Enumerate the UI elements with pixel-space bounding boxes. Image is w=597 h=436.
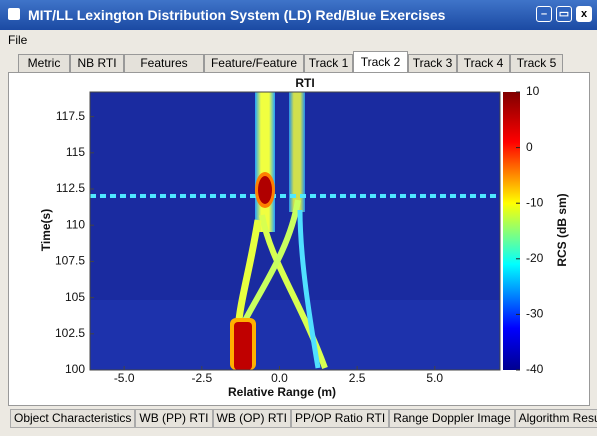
- x-tick-label: 5.0: [426, 371, 443, 385]
- x-tick-label: -2.5: [191, 371, 212, 385]
- colorbar-tick-label: 10: [526, 84, 540, 98]
- x-tick-label: 0.0: [271, 371, 288, 385]
- x-tick-label: 2.5: [349, 371, 366, 385]
- y-axis-label: Time(s): [39, 209, 53, 251]
- chart-title: RTI: [295, 76, 314, 90]
- colorbar-tick-label: -40: [526, 362, 544, 376]
- colorbar: [503, 92, 520, 370]
- y-tick-label: 117.5: [56, 109, 85, 123]
- y-tick-label: 115: [66, 145, 85, 159]
- x-tick-label: -5.0: [114, 371, 135, 385]
- colorbar-tick-label: 0: [526, 140, 533, 154]
- y-tick-label: 110: [66, 217, 85, 231]
- heatmap: [90, 92, 500, 370]
- x-axis-label: Relative Range (m): [228, 385, 336, 399]
- y-tick-label: 100: [65, 362, 85, 376]
- colorbar-tick-label: -20: [526, 251, 544, 265]
- window: MIT/LL Lexington Distribution System (LD…: [0, 0, 597, 436]
- chart: RTI Relative Range (m) Time(s) RCS (dB s…: [0, 0, 597, 436]
- y-tick-label: 112.5: [56, 181, 85, 195]
- colorbar-tick-label: -30: [526, 307, 544, 321]
- y-tick-label: 105: [65, 290, 85, 304]
- colorbar-tick-label: -10: [526, 195, 544, 209]
- colorbar-label: RCS (dB sm): [555, 193, 569, 266]
- y-tick-label: 107.5: [55, 254, 85, 268]
- y-tick-label: 102.5: [55, 326, 85, 340]
